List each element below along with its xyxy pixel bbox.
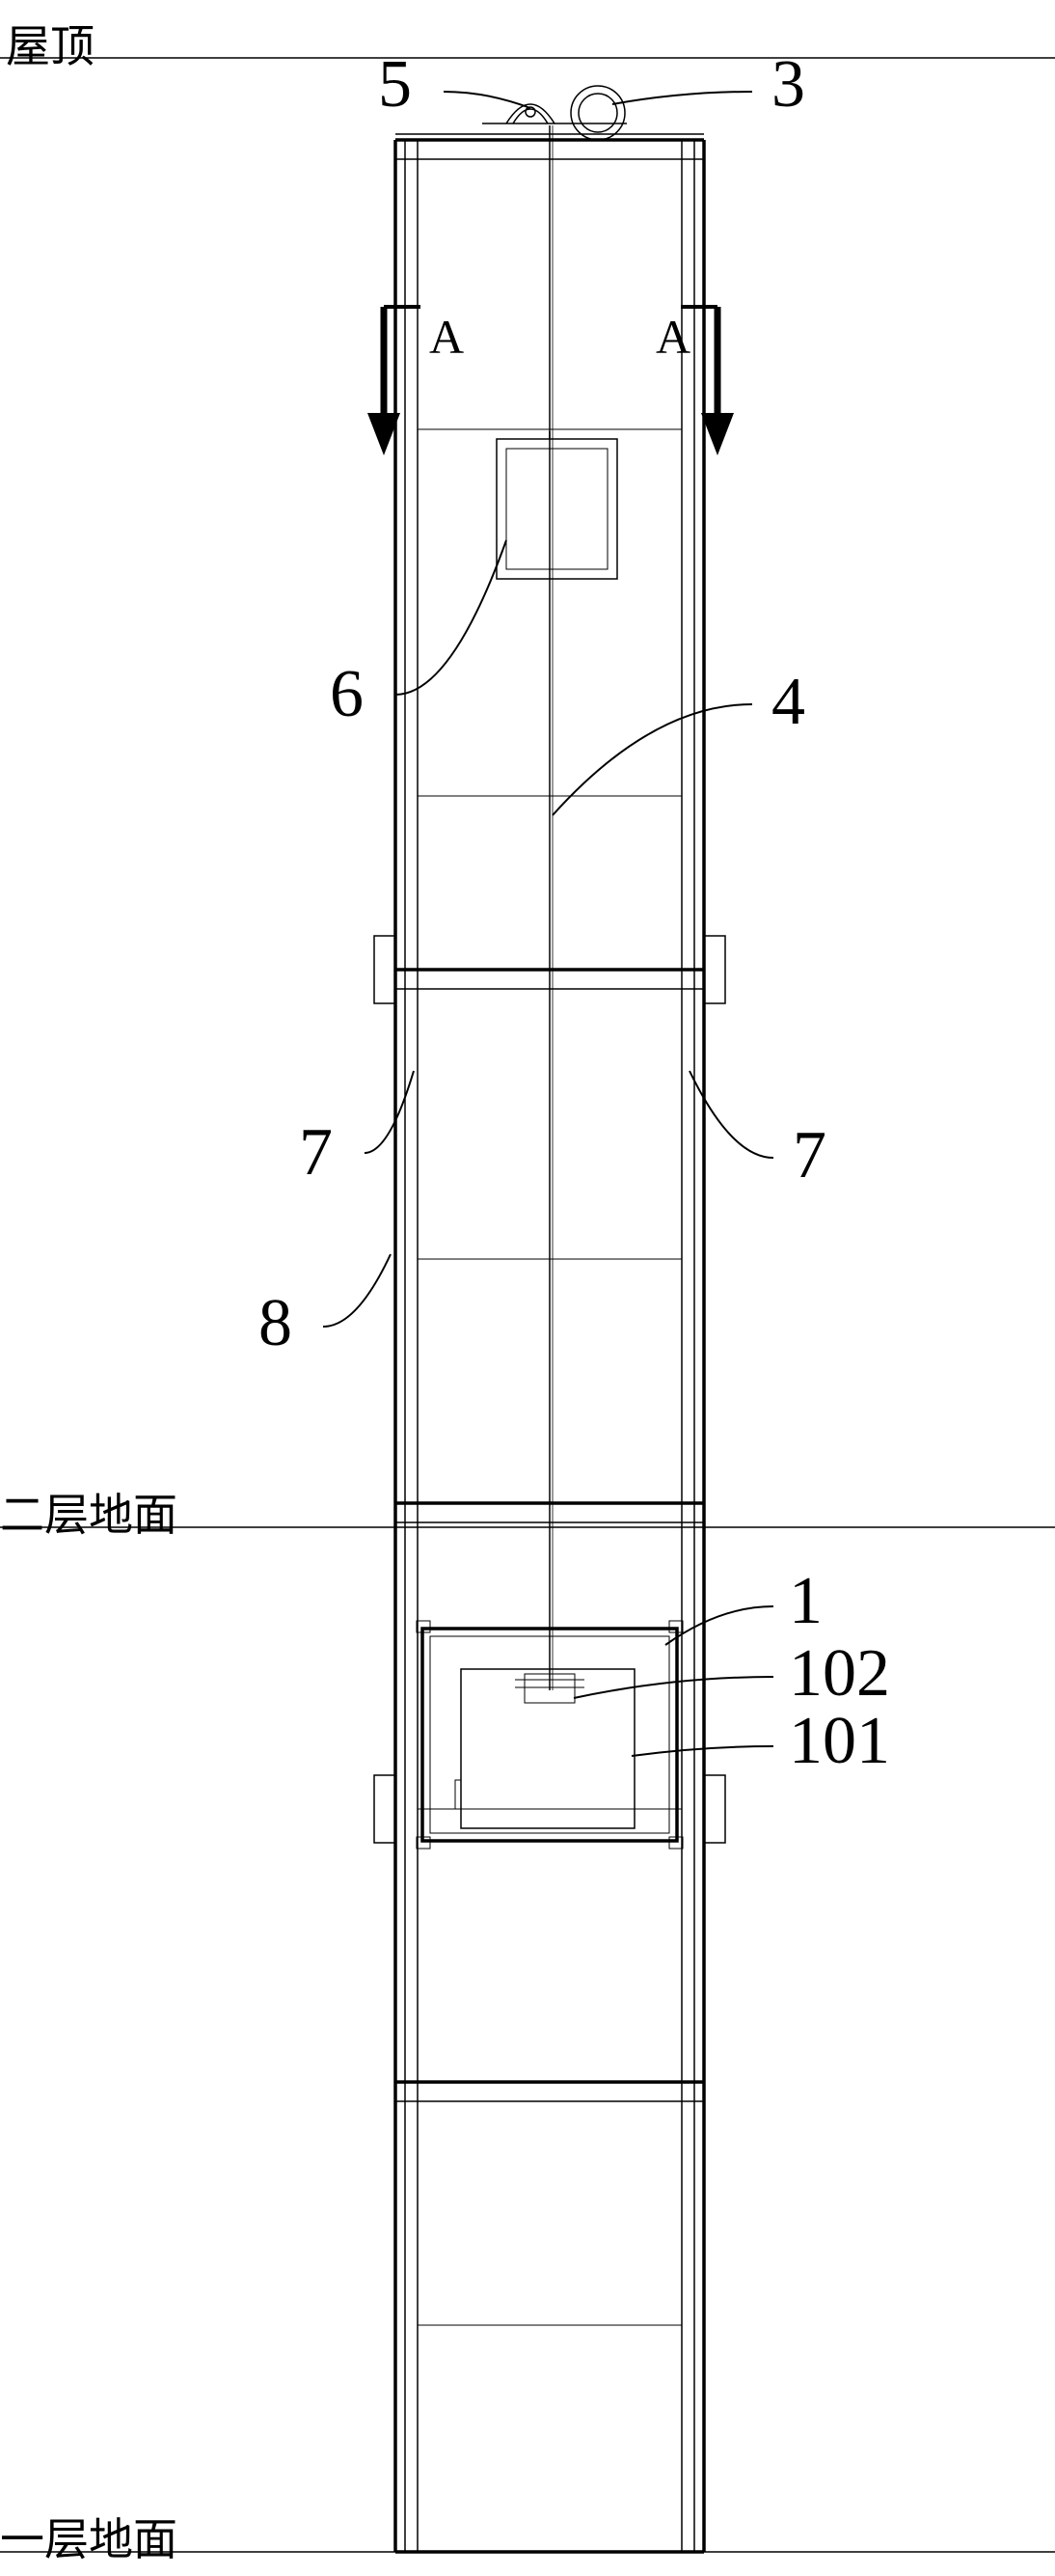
label-roof: 屋顶	[6, 12, 95, 75]
callout-4: 4	[771, 664, 805, 741]
callout-6: 6	[330, 656, 364, 733]
callout-102: 102	[789, 1635, 890, 1713]
label-floor1: 一层地面	[0, 2505, 177, 2568]
label-floor2: 二层地面	[0, 1480, 177, 1544]
callout-101: 101	[789, 1703, 890, 1780]
section-label-a-right: A	[656, 309, 690, 365]
callout-3: 3	[771, 46, 805, 123]
section-label-a-left: A	[429, 309, 464, 365]
callout-1: 1	[789, 1563, 823, 1640]
callout-7-right: 7	[793, 1117, 826, 1194]
diagram-canvas: 屋顶 二层地面 一层地面 A A 5 3 6 4 7 7 8 1 102 101	[0, 0, 1055, 2576]
callout-7-left: 7	[299, 1114, 333, 1192]
diagram-svg	[0, 0, 1055, 2576]
callout-5: 5	[378, 46, 412, 123]
callout-8: 8	[258, 1285, 292, 1362]
